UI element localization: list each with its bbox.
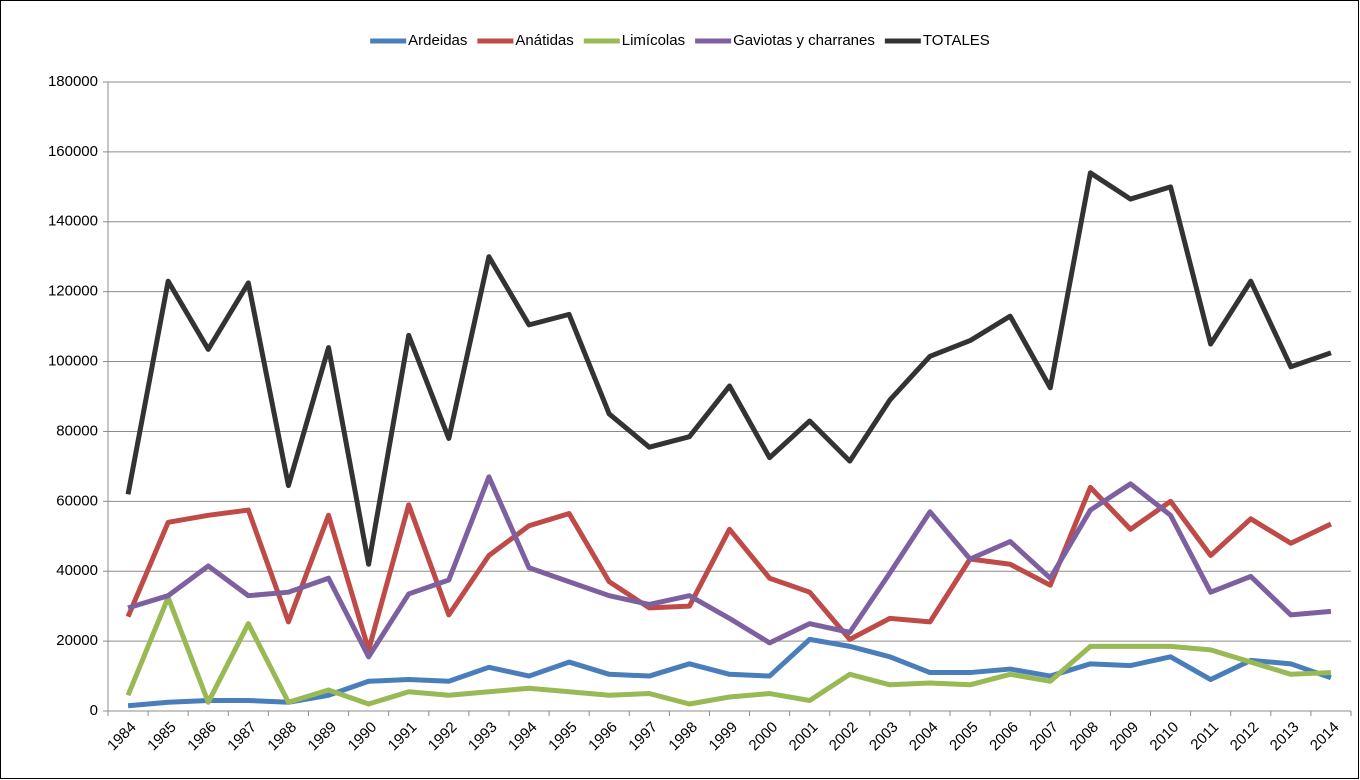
y-tick-label: 40000 xyxy=(56,562,98,579)
series-line xyxy=(125,594,1332,707)
legend-label: Anátidas xyxy=(515,32,573,49)
series-line xyxy=(127,474,1332,660)
y-tick-label: 100000 xyxy=(48,353,98,370)
legend-label: Limícolas xyxy=(622,32,685,49)
legend-label: Ardeidas xyxy=(408,32,467,49)
legend-label: TOTALES xyxy=(923,32,990,49)
y-tick-label: 120000 xyxy=(48,283,98,300)
series-line xyxy=(125,170,1332,567)
series-line xyxy=(125,484,1333,653)
y-tick-label: 20000 xyxy=(56,632,98,649)
series-line xyxy=(127,636,1332,709)
y-tick-label: 60000 xyxy=(56,492,98,509)
legend-label: Gaviotas y charranes xyxy=(733,32,875,49)
y-tick-label: 80000 xyxy=(56,422,98,439)
y-tick-label: 180000 xyxy=(48,73,98,90)
y-tick-label: 160000 xyxy=(48,143,98,160)
y-tick-label: 0 xyxy=(90,702,98,719)
y-tick-label: 140000 xyxy=(48,213,98,230)
